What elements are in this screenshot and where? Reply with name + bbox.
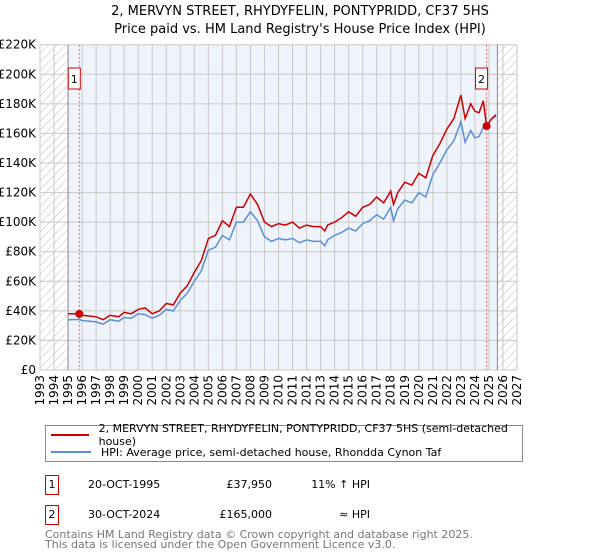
chart-subtitle: Price paid vs. HM Land Registry's House …	[114, 22, 486, 37]
x-tick-label: 1998	[103, 375, 117, 406]
y-tick-label: £120K	[0, 186, 37, 200]
x-tick-label: 2021	[426, 375, 440, 406]
legend-item-hpi: HPI: Average price, semi-detached house,…	[46, 444, 441, 460]
x-tick-label: 2016	[356, 375, 370, 406]
y-tick-label: £200K	[0, 67, 37, 81]
x-tick-label: 2011	[286, 375, 300, 406]
sale-badge	[67, 67, 81, 90]
x-tick-label: 2002	[159, 375, 173, 406]
transaction-row: 1 20-OCT-1995 £37,950 11% ↑ HPI	[45, 475, 545, 495]
x-tick-label: 2023	[454, 375, 468, 406]
transaction-badge: 1	[45, 475, 59, 495]
x-tick-label: 1999	[117, 375, 131, 406]
y-tick-label: £40K	[5, 304, 37, 318]
x-tick-label: 2000	[131, 375, 145, 406]
chart-title: 2, MERVYN STREET, RHYDYFELIN, PONTYPRIDD…	[111, 4, 489, 19]
transaction-badge: 2	[45, 505, 59, 525]
transaction-hpi: ≈ HPI	[339, 508, 370, 521]
x-tick-label: 2019	[398, 375, 412, 406]
y-tick-label: £80K	[5, 245, 37, 259]
legend-swatch-blue	[51, 451, 91, 453]
x-tick-label: 2014	[328, 375, 342, 406]
y-tick-label: £0	[21, 363, 36, 377]
x-tick-label: 2026	[496, 375, 510, 406]
y-tick-label: £220K	[0, 38, 37, 52]
x-tick-label: 1996	[75, 375, 89, 406]
y-tick-label: £100K	[0, 215, 37, 229]
price-chart: 1993 1994 1995 1996 1997 1998 1999 2000 2001 2002…	[0, 38, 524, 406]
transaction-price: £37,950	[226, 478, 273, 491]
legend-swatch-red	[51, 434, 89, 436]
x-tick-label: 2015	[342, 375, 356, 406]
sale-point	[482, 122, 491, 131]
x-tick-label: 2018	[384, 375, 398, 406]
sale-badge	[475, 67, 489, 90]
x-tick-label: 1993	[33, 375, 47, 406]
legend-item-property: 2, MERVYN STREET, RHYDYFELIN, PONTYPRIDD…	[46, 422, 522, 448]
transaction-price: £165,000	[219, 508, 273, 521]
footer-copyright: Contains HM Land Registry data © Crown c…	[45, 528, 473, 541]
hpi-line	[68, 113, 497, 326]
x-tick-label: 2027	[510, 375, 524, 406]
x-tick-label: 2004	[187, 375, 201, 406]
legend: 2, MERVYN STREET, RHYDYFELIN, PONTYPRIDD…	[45, 422, 523, 462]
transaction-date: 30-OCT-2024	[88, 508, 161, 521]
y-tick-label: £160K	[0, 126, 37, 140]
x-tick-label: 2012	[300, 375, 314, 406]
x-tick-label: 2025	[482, 375, 496, 406]
x-tick-label: 2017	[370, 375, 384, 406]
x-tick-label: 2020	[412, 375, 426, 406]
x-tick-label: 2010	[272, 375, 286, 406]
transaction-hpi: 11% ↑ HPI	[311, 478, 370, 491]
x-tick-label: 2001	[145, 375, 159, 406]
y-tick-label: £140K	[0, 156, 37, 170]
x-tick-label: 2024	[468, 375, 482, 406]
sale-badge-label: 2	[478, 73, 485, 86]
transaction-date: 20-OCT-1995	[88, 478, 161, 491]
x-tick-label: 2022	[440, 375, 454, 406]
footer-licence: This data is licensed under the Open Gov…	[45, 538, 396, 551]
y-tick-label: £20K	[5, 333, 37, 347]
property-price-line	[68, 94, 497, 321]
footer: Contains HM Land Registry data © Crown c…	[45, 528, 473, 551]
x-tick-label: 2003	[173, 375, 187, 406]
y-tick-label: £180K	[0, 97, 37, 111]
x-tick-label: 2005	[201, 375, 215, 406]
legend-label-property: 2, MERVYN STREET, RHYDYFELIN, PONTYPRIDD…	[98, 422, 508, 448]
x-tick-label: 2007	[229, 375, 243, 406]
x-tick-label: 2009	[257, 375, 271, 406]
y-tick-label: £60K	[5, 274, 37, 288]
legend-label-hpi: HPI: Average price, semi-detached house,…	[101, 445, 442, 459]
x-tick-label: 1995	[61, 375, 75, 406]
x-tick-label: 2008	[243, 375, 257, 406]
plot-background	[68, 44, 498, 370]
sale-badge-label: 1	[71, 73, 78, 86]
x-tick-label: 1997	[89, 375, 103, 406]
sale-point	[75, 309, 84, 318]
x-tick-label: 2006	[215, 375, 229, 406]
hatched-region-after	[497, 44, 517, 370]
x-tick-label: 1994	[47, 375, 61, 406]
x-tick-label: 2013	[314, 375, 328, 406]
transaction-row: 2 30-OCT-2024 £165,000 ≈ HPI	[45, 505, 545, 525]
